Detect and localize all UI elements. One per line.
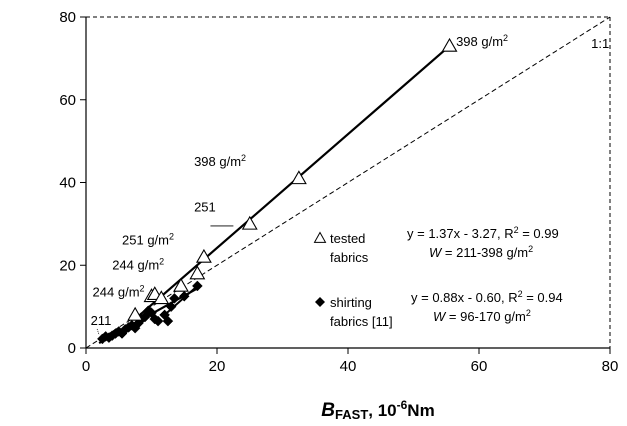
data-point-tested — [441, 37, 458, 52]
x-tick-label: 20 — [209, 358, 226, 375]
reference-line-1to1 — [85, 16, 611, 349]
legend-label: fabrics — [330, 250, 369, 265]
point-annotation: 398 g/m2 — [194, 153, 246, 169]
point-annotation: 244 g/m2 — [112, 256, 164, 272]
data-point-tested — [173, 277, 189, 292]
y-tick-label: 60 — [59, 92, 76, 109]
legend-equation: y = 0.88x - 0.60, R2 = 0.94 — [411, 289, 563, 305]
x-tick-label: 60 — [471, 358, 488, 375]
data-point-shirting — [152, 315, 164, 327]
reference-line-label: 1:1 — [591, 36, 609, 51]
point-annotation: 211 — [91, 313, 112, 328]
point-annotation: 244 g/m2 — [93, 283, 145, 299]
data-point-tested — [195, 248, 212, 263]
legend-marker-shirting — [315, 297, 325, 307]
data-point-shirting — [191, 280, 203, 292]
data-point-tested — [153, 290, 170, 305]
data-point-tested — [189, 265, 206, 280]
y-tick-label: 20 — [59, 257, 76, 274]
data-point-tested — [241, 215, 258, 230]
legend-equation: y = 1.37x - 3.27, R2 = 0.99 — [407, 225, 559, 241]
x-tick-label: 40 — [340, 358, 357, 375]
y-tick-label: 80 — [59, 9, 76, 26]
point-annotation: 251 g/m2 — [122, 232, 174, 248]
y-tick-label: 0 — [68, 340, 76, 357]
data-point-tested — [127, 306, 144, 321]
data-point-shirting — [169, 292, 180, 304]
annotation-leader — [96, 328, 100, 335]
point-annotation: 251 — [194, 199, 216, 214]
legend-label: fabrics [11] — [330, 314, 393, 329]
x-axis-label: BFAST, 10-6Nm — [321, 398, 434, 422]
legend-marker-tested — [313, 231, 327, 243]
legend-label: tested — [330, 231, 365, 246]
data-point-tested — [290, 170, 307, 185]
y-tick-label: 40 — [59, 175, 76, 192]
x-tick-label: 0 — [82, 358, 90, 375]
point-annotation: 398 g/m2 — [456, 33, 508, 49]
data-point-shirting — [162, 315, 174, 327]
legend-weight-range: W = 96-170 g/m2 — [433, 308, 531, 324]
legend-weight-range: W = 211-398 g/m2 — [429, 244, 533, 260]
x-tick-label: 80 — [602, 358, 619, 375]
legend-label: shirting — [330, 295, 372, 310]
data-point-shirting — [178, 290, 190, 302]
